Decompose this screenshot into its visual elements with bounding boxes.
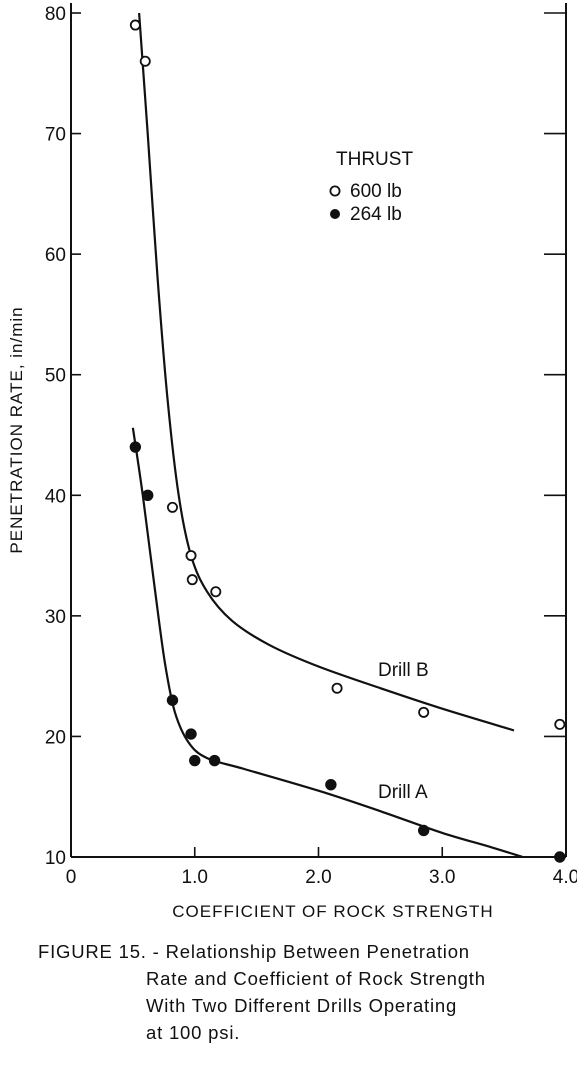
caption-line-4: at 100 psi. bbox=[146, 1022, 241, 1043]
point-264lb bbox=[554, 851, 566, 863]
x-tick-label: 1.0 bbox=[182, 867, 208, 888]
x-tick-label: 2.0 bbox=[305, 867, 331, 888]
point-600lb bbox=[186, 574, 198, 586]
fitted-curves bbox=[131, 12, 524, 859]
caption-line-3: With Two Different Drills Operating bbox=[146, 995, 458, 1016]
legend-label-264lb: 264 lb bbox=[350, 204, 402, 225]
x-tick-label: 3.0 bbox=[429, 867, 455, 888]
legend: THRUST 600 lb 264 lb bbox=[329, 149, 413, 225]
point-600lb bbox=[166, 501, 178, 513]
y-tick-label: 80 bbox=[45, 4, 66, 25]
caption-line-1: FIGURE 15. - Relationship Between Penetr… bbox=[38, 941, 470, 962]
curve-label-drill-b: Drill B bbox=[378, 660, 429, 681]
legend-marker-600lb bbox=[329, 185, 341, 197]
y-tick-label: 20 bbox=[45, 727, 66, 748]
point-600lb bbox=[139, 55, 151, 67]
point-600lb bbox=[129, 19, 141, 31]
point-600lb bbox=[554, 718, 566, 730]
point-600lb bbox=[185, 550, 197, 562]
point-600lb bbox=[210, 586, 222, 598]
point-264lb bbox=[417, 824, 430, 837]
curve-label-drill-a: Drill A bbox=[378, 782, 428, 803]
axis-ticks: 10 20 30 40 50 60 70 80 0 1.0 2.0 3.0 4.0 bbox=[45, 4, 577, 888]
legend-label-600lb: 600 lb bbox=[350, 181, 402, 202]
curve-drill-b bbox=[138, 12, 515, 732]
point-600lb bbox=[418, 706, 430, 718]
x-tick-label: 4.0 bbox=[553, 867, 577, 888]
x-tick-label: 0 bbox=[66, 867, 77, 888]
point-600lb bbox=[331, 682, 343, 694]
legend-marker-264lb bbox=[330, 209, 340, 219]
plot-frame bbox=[70, 3, 567, 858]
y-tick-label: 40 bbox=[45, 486, 66, 507]
point-264lb bbox=[325, 778, 337, 791]
y-tick-label: 30 bbox=[45, 607, 66, 628]
point-264lb bbox=[166, 694, 179, 706]
y-tick-label: 10 bbox=[45, 848, 66, 869]
point-264lb bbox=[189, 754, 201, 767]
y-tick-label: 60 bbox=[45, 245, 66, 266]
point-264lb bbox=[208, 754, 221, 767]
legend-title: THRUST bbox=[336, 149, 413, 170]
y-tick-label: 50 bbox=[45, 366, 66, 387]
point-264lb bbox=[185, 728, 197, 740]
data-points bbox=[129, 19, 566, 863]
curve-drill-a bbox=[131, 427, 524, 859]
chart: 10 20 30 40 50 60 70 80 0 1.0 2.0 3.0 4.0 THRUST 600… bbox=[7, 3, 577, 921]
y-axis-title: PENETRATION RATE, in/min bbox=[7, 306, 26, 553]
figure-caption: FIGURE 15. - Relationship Between Penetr… bbox=[38, 938, 568, 1046]
x-axis-title: COEFFICIENT OF ROCK STRENGTH bbox=[172, 902, 493, 921]
y-tick-label: 70 bbox=[45, 125, 66, 146]
point-264lb bbox=[129, 441, 142, 453]
point-264lb bbox=[142, 489, 154, 501]
caption-line-2: Rate and Coefficient of Rock Strength bbox=[146, 968, 486, 989]
